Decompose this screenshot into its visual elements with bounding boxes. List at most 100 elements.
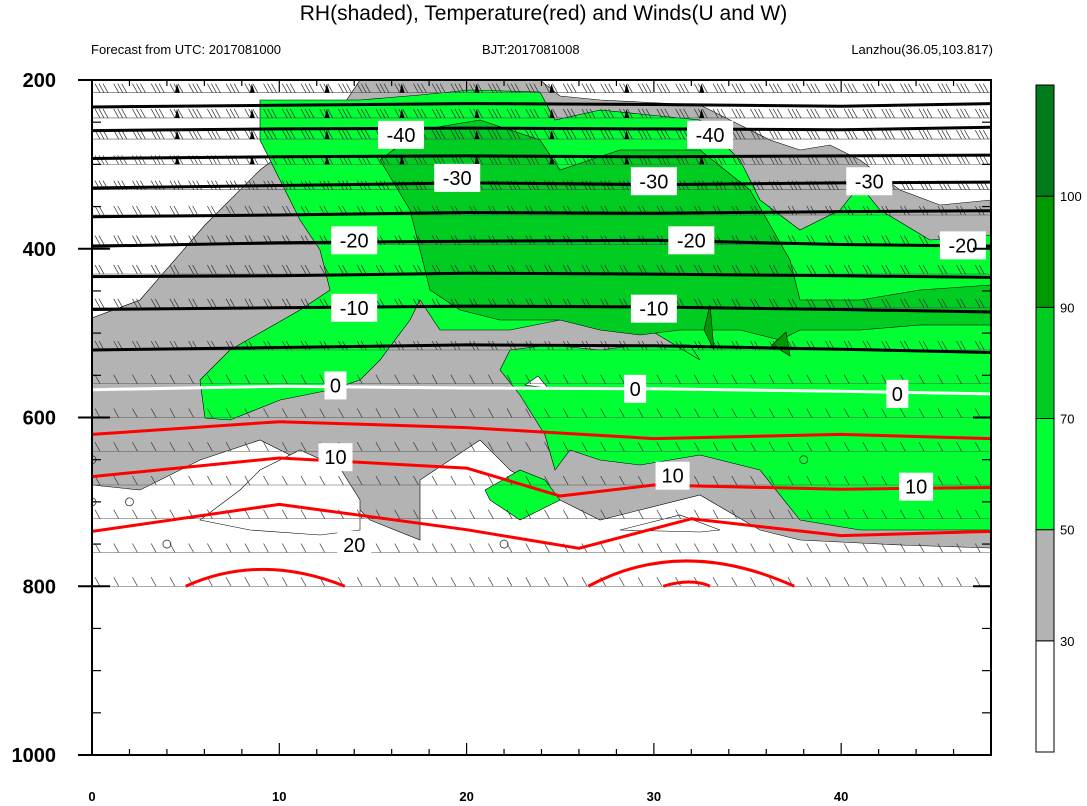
- wind-barb: [791, 298, 798, 308]
- wind-barb: [570, 83, 577, 93]
- wind-barb: [435, 129, 442, 140]
- wind-barb: [904, 298, 910, 308]
- wind-barb: [285, 108, 292, 119]
- wind-barb: [791, 83, 798, 93]
- axis-ticks: [78, 79, 992, 756]
- wind-barb: [94, 577, 101, 587]
- wind-barb: [656, 129, 663, 140]
- wind-barb: [188, 129, 194, 140]
- wind-barb: [843, 475, 850, 486]
- wind-barb: [604, 108, 610, 119]
- wind-flag: [174, 108, 180, 118]
- wind-barb: [98, 108, 105, 119]
- x-tick-label: 0: [88, 789, 95, 804]
- wind-barb: [300, 509, 307, 519]
- wind-barb: [645, 129, 652, 140]
- wind-barb: [356, 442, 363, 452]
- wind-barb: [285, 83, 292, 93]
- wind-barb: [641, 129, 648, 140]
- wind-barb: [439, 129, 446, 140]
- wind-barb: [829, 83, 835, 93]
- wind-barb: [94, 509, 101, 519]
- wind-barb: [300, 408, 307, 418]
- wind-barb: [750, 298, 756, 308]
- wind-barb: [904, 235, 910, 245]
- wind-barb: [608, 83, 614, 93]
- wind-barb: [450, 442, 457, 452]
- wind-barb: [937, 475, 944, 486]
- wind-barb: [960, 108, 966, 119]
- wind-barb: [768, 108, 775, 119]
- wind-barb: [263, 475, 269, 486]
- wind-barb: [506, 129, 513, 140]
- wind-barb: [281, 83, 288, 93]
- wind-barb: [694, 543, 700, 553]
- wind-barb: [866, 83, 873, 93]
- wind-barb: [735, 298, 742, 308]
- calm-wind-circle: [125, 497, 134, 507]
- wind-barb: [922, 340, 929, 351]
- wind-barb: [488, 577, 494, 587]
- wind-barb: [619, 83, 625, 93]
- wind-barb: [263, 264, 269, 275]
- wind-barb: [982, 108, 989, 119]
- wind-barb: [169, 442, 176, 452]
- wind-barb: [795, 108, 802, 119]
- wind-barb: [904, 129, 910, 140]
- wind-barb: [660, 108, 667, 119]
- wind-barb: [544, 475, 550, 486]
- wind-barb: [244, 264, 251, 275]
- wind-barb: [244, 442, 251, 452]
- wind-barb: [525, 543, 532, 553]
- wind-barb: [585, 108, 592, 119]
- wind-barb: [829, 108, 835, 119]
- wind-barb: [960, 340, 966, 351]
- wind-barb: [974, 577, 981, 587]
- contour-label-box: [899, 472, 934, 501]
- wind-barb: [225, 543, 232, 553]
- wind-barb: [469, 83, 475, 93]
- wind-barb: [637, 408, 644, 418]
- wind-barb: [881, 442, 887, 452]
- wind-barb: [941, 340, 948, 351]
- wind-barb: [679, 108, 685, 119]
- wind-barb: [694, 108, 700, 119]
- wind-barb: [211, 298, 217, 308]
- wind-barb: [641, 264, 648, 275]
- wind-barb: [289, 129, 296, 140]
- wind-barb: [154, 205, 161, 216]
- wind-flag: [624, 155, 630, 165]
- wind-barb: [922, 83, 929, 93]
- wind-barb: [851, 129, 858, 140]
- wind-barb: [960, 298, 966, 308]
- wind-barb: [754, 83, 760, 93]
- wind-barb: [211, 83, 217, 93]
- wind-barb: [768, 442, 775, 452]
- wind-barb: [768, 83, 775, 93]
- wind-barb: [338, 83, 344, 93]
- wind-barb: [431, 408, 438, 418]
- wind-barb: [300, 475, 307, 486]
- bjt-label: BJT:2017081008: [482, 42, 580, 57]
- wind-barb: [776, 129, 783, 140]
- wind-barb: [150, 577, 157, 587]
- wind-barb: [188, 442, 194, 452]
- wind-barb: [900, 83, 906, 93]
- wind-barb: [525, 129, 532, 140]
- wind-barb: [319, 475, 326, 486]
- wind-barb: [885, 83, 891, 93]
- wind-barb: [712, 408, 719, 418]
- y-tick-label: 400: [23, 239, 56, 261]
- wind-barb: [570, 108, 577, 119]
- wind-barb: [768, 475, 775, 486]
- wind-barb: [960, 83, 966, 93]
- wind-barb: [431, 108, 438, 119]
- wind-barb: [477, 83, 483, 93]
- wind-barb: [117, 83, 124, 93]
- wind-barb: [918, 108, 925, 119]
- wind-barb: [750, 577, 756, 587]
- wind-barb: [267, 108, 273, 119]
- wind-barb: [843, 509, 850, 519]
- wind-barb: [937, 442, 944, 452]
- wind-barb: [188, 205, 194, 216]
